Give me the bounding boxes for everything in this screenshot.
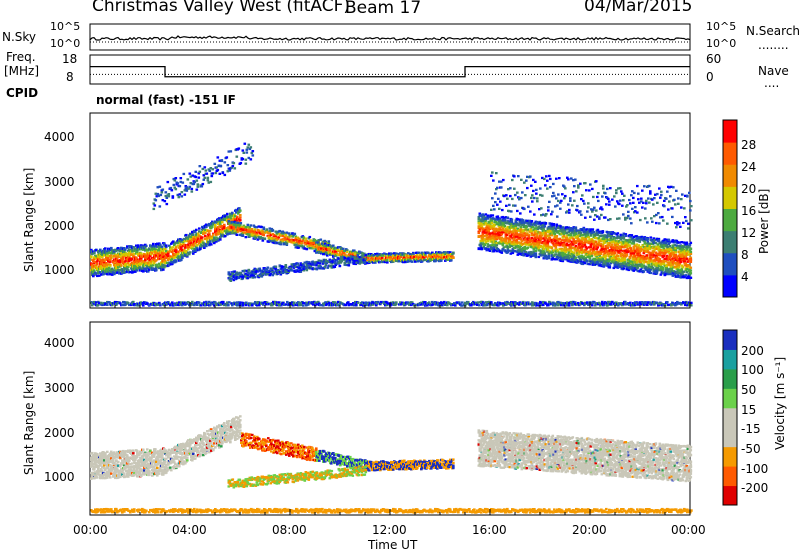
nsearch-tick-top: 10^5	[706, 20, 737, 33]
xtick-6: 00:00	[671, 523, 706, 537]
velocity-ytick-2000: 2000	[44, 426, 75, 440]
velocity-echo-band	[240, 432, 318, 462]
xtick-1: 04:00	[172, 523, 207, 537]
velocity-colorbar-frame	[722, 329, 738, 506]
power-cb-tick-24: 24	[741, 160, 757, 174]
nsky-series-line	[89, 35, 691, 41]
nsearch-label: N.Search	[746, 24, 800, 38]
velocity-colorbar-segment	[723, 407, 737, 428]
power-colorbar-segment	[723, 230, 737, 254]
xtick-4: 16:00	[472, 523, 507, 537]
power-cb-tick-8: 8	[741, 248, 749, 262]
power-colorbar-segment	[723, 252, 737, 276]
nave-tick-top: 60	[706, 52, 722, 66]
vel-cb-tick-m100: -100	[741, 462, 769, 476]
power-colorbar-segment	[723, 120, 737, 143]
cpid-label: CPID	[6, 86, 39, 100]
cpid-text: normal (fast) -151 IF	[96, 93, 236, 107]
power-colorbar-segment	[723, 142, 737, 165]
velocity-colorbar-segment	[723, 349, 737, 370]
vel-cb-tick-50: 50	[741, 383, 757, 397]
vel-cb-tick-200: 200	[741, 344, 764, 358]
vel-cb-tick-m200: -200	[741, 481, 769, 495]
velocity-ytick-1000: 1000	[44, 470, 75, 484]
vel-cb-tick-m15: -15	[741, 422, 761, 436]
power-colorbar-segment	[723, 164, 737, 187]
velocity-echo-band	[90, 507, 693, 514]
power-cb-tick-16: 16	[741, 204, 757, 218]
power-ytick-3000: 3000	[44, 175, 75, 189]
power-echo-band	[227, 254, 368, 282]
power-colorbar-frame	[722, 119, 738, 298]
velocity-echo-band	[165, 415, 242, 474]
power-cb-tick-28: 28	[741, 138, 757, 152]
nsky-tick-top: 10^5	[50, 20, 81, 33]
freq-label: Freq.	[6, 50, 36, 64]
freq-tick-top: 18	[62, 52, 78, 66]
freq-unit-label: [MHz]	[4, 64, 40, 78]
velocity-ytick-3000: 3000	[44, 381, 75, 395]
power-cb-tick-20: 20	[741, 182, 757, 196]
freq-panel-frame	[89, 54, 691, 85]
xtick-3: 12:00	[372, 523, 407, 537]
power-ytick-2000: 2000	[44, 219, 75, 233]
power-colorbar-segment	[723, 274, 737, 298]
nsky-panel-frame	[89, 23, 691, 51]
power-echo-band	[227, 220, 331, 255]
nsky-label: N.Sky	[2, 30, 37, 44]
power-panel-frame	[89, 112, 691, 309]
velocity-colorbar-segment	[723, 427, 737, 448]
velocity-panel-frame	[89, 321, 691, 516]
nave-dots: ....	[764, 76, 780, 90]
chart-title: Christmas Valley West (fitACF)	[92, 0, 351, 16]
velocity-echo-band	[227, 465, 368, 489]
velocity-echo-band	[365, 458, 455, 472]
power-echo-band	[365, 251, 455, 265]
velocity-colorbar-segment	[723, 466, 737, 487]
date-label: 04/Mar/2015	[584, 0, 693, 16]
power-echo-band	[165, 207, 242, 268]
velocity-colorbar-segment	[723, 388, 737, 409]
power-echo-band	[152, 142, 255, 211]
power-echo-band	[90, 300, 693, 307]
velocity-ytick-4000: 4000	[44, 336, 75, 350]
velocity-colorbar-segment	[723, 368, 737, 389]
xtick-5: 20:00	[572, 523, 607, 537]
power-echo-band	[490, 171, 693, 230]
nsearch-dots: ........	[758, 38, 789, 52]
nsky-tick-bottom: 10^0	[50, 37, 81, 50]
xtick-2: 08:00	[272, 523, 307, 537]
vel-cb-tick-m50: -50	[741, 442, 761, 456]
power-colorbar-segment	[723, 208, 737, 232]
velocity-colorbar-segment	[723, 330, 737, 350]
nave-label: Nave	[758, 64, 789, 78]
xtick-0: 00:00	[73, 523, 108, 537]
xaxis-label: Time UT	[368, 538, 418, 552]
frequency-series-line	[90, 65, 690, 78]
power-ytick-4000: 4000	[44, 130, 75, 144]
velocity-colorbar-segment	[723, 485, 737, 506]
power-colorbar-segment	[723, 186, 737, 209]
power-cb-tick-12: 12	[741, 226, 757, 240]
nsearch-tick-bottom: 10^0	[706, 37, 737, 50]
velocity-echo-band	[477, 429, 693, 483]
power-echo-band	[477, 212, 693, 280]
power-cb-tick-4: 4	[741, 270, 749, 284]
freq-tick-bottom: 8	[66, 70, 74, 84]
power-ytick-1000: 1000	[44, 263, 75, 277]
velocity-colorbar-segment	[723, 446, 737, 467]
velocity-echo-band	[90, 447, 167, 480]
beam-label: Beam 17	[345, 0, 422, 18]
power-echo-band	[90, 242, 167, 278]
vel-cb-tick-15: 15	[741, 403, 757, 417]
nave-tick-bottom: 0	[706, 70, 714, 84]
vel-cb-tick-100: 100	[741, 363, 764, 377]
